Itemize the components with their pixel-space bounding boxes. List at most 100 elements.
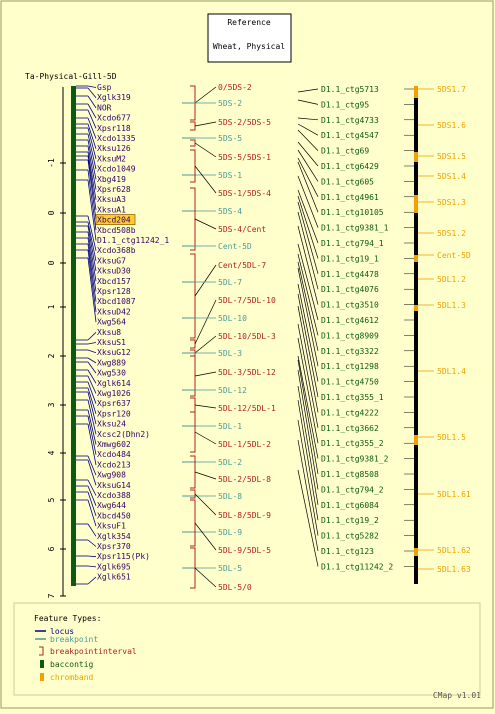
locus-label[interactable]: Xwg644 <box>97 501 126 510</box>
chromband-segment[interactable] <box>414 548 418 556</box>
locus-label[interactable]: Xbcd204 <box>97 216 131 225</box>
locus-label[interactable]: NOR <box>97 103 112 112</box>
breakpoint-label[interactable]: 5DL-9 <box>218 528 242 537</box>
chromband-label[interactable]: 5DS1.7 <box>437 85 466 94</box>
interval-label[interactable]: 5DL-8/5DL-9 <box>218 511 271 520</box>
locus-label[interactable]: Xpsr628 <box>97 185 131 194</box>
locus-label[interactable]: Xcdo1049 <box>97 165 136 174</box>
locus-label[interactable]: Xbcd508b <box>97 226 136 235</box>
contig-label[interactable]: D1.1_ctg4750 <box>321 378 379 387</box>
locus-label[interactable]: Xcdo677 <box>97 114 131 123</box>
contig-label[interactable]: D1.1_ctg9381_1 <box>321 224 389 233</box>
contig-label[interactable]: D1.1_ctg4612 <box>321 316 379 325</box>
contig-label[interactable]: D1.1_ctg3662 <box>321 424 379 433</box>
chromosome-bar[interactable] <box>71 86 76 586</box>
locus-label[interactable]: XksuD42 <box>97 307 131 316</box>
breakpoint-label[interactable]: 5DS-5 <box>218 134 242 143</box>
map-title[interactable]: Ta-Physical-Gill-5D <box>25 72 117 81</box>
chromband-label[interactable]: 5DL1.4 <box>437 367 466 376</box>
breakpoint-label[interactable]: 5DL-5 <box>218 564 242 573</box>
locus-label[interactable]: Xglk695 <box>97 562 131 571</box>
locus-label[interactable]: XksuD30 <box>97 267 131 276</box>
locus-label[interactable]: Xbg419 <box>97 175 126 184</box>
contig-label[interactable]: D1.1_ctg4547 <box>321 131 379 140</box>
locus-label[interactable]: XksuA3 <box>97 195 126 204</box>
locus-label[interactable]: Xwg889 <box>97 358 126 367</box>
chromband-label[interactable]: 5DS1.6 <box>437 121 466 130</box>
locus-label[interactable]: Xglk319 <box>97 93 131 102</box>
chromband-label[interactable]: 5DL1.2 <box>437 275 466 284</box>
contig-label[interactable]: D1.1_ctg794_2 <box>321 485 384 494</box>
locus-label[interactable]: Xksu8 <box>97 328 121 337</box>
breakpoint-label[interactable]: 5DL-7 <box>218 278 242 287</box>
contig-label[interactable]: D1.1_ctg8909 <box>321 331 379 340</box>
contig-label[interactable]: D1.1_ctg19_2 <box>321 516 379 525</box>
contig-label[interactable]: D1.1_ctg8508 <box>321 470 379 479</box>
locus-label[interactable]: Xmwg602 <box>97 440 131 449</box>
contig-label[interactable]: D1.1_ctg5713 <box>321 85 379 94</box>
contig-label[interactable]: D1.1_ctg794_1 <box>321 239 384 248</box>
contig-label[interactable]: D1.1_ctg4222 <box>321 408 379 417</box>
contig-label[interactable]: D1.1_ctg4733 <box>321 116 379 125</box>
locus-label[interactable]: XksuG7 <box>97 256 126 265</box>
interval-label[interactable]: 5DS-5/5DS-1 <box>218 153 271 162</box>
interval-label[interactable]: Cent/5DL-7 <box>218 261 266 270</box>
chromband-label[interactable]: 5DL1.61 <box>437 490 471 499</box>
breakpoint-label[interactable]: 5DS-2 <box>218 99 242 108</box>
contig-label[interactable]: D1.1_ctg4961 <box>321 193 379 202</box>
locus-label[interactable]: Xcdo213 <box>97 460 131 469</box>
chromband-label[interactable]: 5DL1.5 <box>437 433 466 442</box>
contig-label[interactable]: D1.1_ctg3510 <box>321 301 379 310</box>
locus-label[interactable]: Xpsr120 <box>97 409 131 418</box>
contig-label[interactable]: D1.1_ctg9381_2 <box>321 455 389 464</box>
chromband-label[interactable]: 5DL1.63 <box>437 565 471 574</box>
locus-label[interactable]: D1.1_ctg11242_1 <box>97 236 169 245</box>
breakpoint-label[interactable]: 5DL-1 <box>218 422 242 431</box>
locus-label[interactable]: XksuS1 <box>97 338 126 347</box>
interval-label[interactable]: 5DL-2/5DL-8 <box>218 475 271 484</box>
breakpoint-label[interactable]: 5DL-12 <box>218 386 247 395</box>
locus-label[interactable]: XksuG14 <box>97 481 131 490</box>
interval-label[interactable]: 0/5DS-2 <box>218 83 252 92</box>
contig-label[interactable]: D1.1_ctg123 <box>321 547 374 556</box>
interval-label[interactable]: 5DL-3/5DL-12 <box>218 368 276 377</box>
locus-label[interactable]: Xcsc2(Dhn2) <box>97 430 150 439</box>
locus-label[interactable]: Xpsr118 <box>97 124 131 133</box>
locus-label[interactable]: Xpsr370 <box>97 542 131 551</box>
locus-label[interactable]: XksuG12 <box>97 348 131 357</box>
contig-label[interactable]: D1.1_ctg19_1 <box>321 254 379 263</box>
interval-label[interactable]: 5DS-2/5DS-5 <box>218 118 271 127</box>
breakpoint-label[interactable]: 5DL-2 <box>218 458 242 467</box>
chromband-segment[interactable] <box>414 255 418 262</box>
locus-label[interactable]: Xwg530 <box>97 369 126 378</box>
contig-label[interactable]: D1.1_ctg355_1 <box>321 393 384 402</box>
contig-label[interactable]: D1.1_ctg69 <box>321 147 369 156</box>
locus-label[interactable]: Xglk614 <box>97 379 131 388</box>
locus-label[interactable]: XksuA1 <box>97 205 126 214</box>
locus-label[interactable]: Xksu126 <box>97 144 131 153</box>
locus-label[interactable]: Xpsr115(Pk) <box>97 552 150 561</box>
interval-label[interactable]: 5DL-7/5DL-10 <box>218 296 276 305</box>
breakpoint-label[interactable]: 5DS-4 <box>218 207 242 216</box>
reference-box[interactable]: Reference Wheat, Physical <box>207 13 292 63</box>
breakpoint-label[interactable]: 5DL-10 <box>218 314 247 323</box>
chromband-label[interactable]: 5DS1.4 <box>437 172 466 181</box>
chromband-bar[interactable] <box>414 86 418 584</box>
breakpoint-label[interactable]: 5DL-3 <box>218 349 242 358</box>
locus-label[interactable]: Xpsr637 <box>97 399 131 408</box>
locus-label[interactable]: Xbcd1087 <box>97 297 136 306</box>
locus-label[interactable]: XksuF1 <box>97 522 126 531</box>
locus-label[interactable]: Xwg564 <box>97 318 126 327</box>
contig-label[interactable]: D1.1_ctg4478 <box>321 270 379 279</box>
chromband-label[interactable]: 5DS1.5 <box>437 152 466 161</box>
interval-label[interactable]: 5DL-9/5DL-5 <box>218 546 271 555</box>
interval-label[interactable]: 5DL-12/5DL-1 <box>218 404 276 413</box>
interval-label[interactable]: 5DL-1/5DL-2 <box>218 440 271 449</box>
contig-label[interactable]: D1.1_ctg3322 <box>321 347 379 356</box>
locus-label[interactable]: Xwg1026 <box>97 389 131 398</box>
locus-label[interactable]: Xksu24 <box>97 420 126 429</box>
chromband-label[interactable]: 5DS1.3 <box>437 198 466 207</box>
contig-label[interactable]: D1.1_ctg11242_2 <box>321 562 393 571</box>
chromband-segment[interactable] <box>414 86 418 98</box>
breakpoint-label[interactable]: 5DS-1 <box>218 171 242 180</box>
